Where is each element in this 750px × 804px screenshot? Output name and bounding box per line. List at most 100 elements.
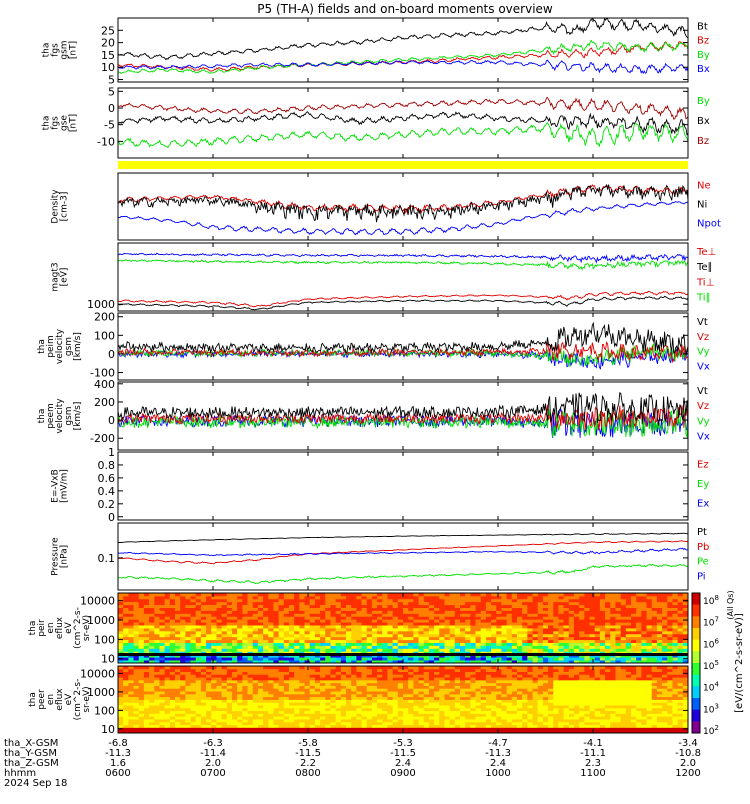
- legend-Bz: Bz: [697, 36, 709, 47]
- y-tick-label: 15: [101, 49, 115, 62]
- y-axis-label: E=-VxB[mV/m]: [51, 469, 70, 503]
- x-tick-value: 1100: [580, 768, 605, 779]
- legend-Ez: Ez: [697, 460, 709, 471]
- y-tick-label: -5: [104, 119, 115, 132]
- panel-frame: [118, 523, 688, 590]
- series-temperature-Te∥: [118, 260, 688, 270]
- series-pressure-Pi: [118, 548, 688, 555]
- legend-Bx: Bx: [697, 64, 710, 75]
- colorbar-tick: 108: [703, 594, 719, 607]
- x-tick-value: 1000: [485, 768, 510, 779]
- y-tick-label: 10: [101, 653, 115, 666]
- legend-Pi: Pi: [697, 572, 706, 583]
- y-tick-label: 0: [108, 511, 115, 524]
- y-tick-label: 1: [108, 446, 115, 459]
- svg-text:sr-eV): sr-eV): [82, 615, 92, 641]
- legend-Te⊥: Te⊥: [696, 247, 716, 258]
- colorbar-tick: 104: [703, 681, 719, 694]
- series-density-Npot: [118, 202, 688, 235]
- y-tick-label: 10: [101, 723, 115, 736]
- panel-frame: [118, 88, 688, 158]
- panel-density: Density[cm-3] Ne Ni Npot: [51, 173, 721, 240]
- colorbar-tick: 105: [703, 659, 719, 672]
- y-tick-label: 100: [94, 633, 115, 646]
- svg-text:[mV/m]: [mV/m]: [60, 469, 70, 503]
- legend-Bz: Bz: [697, 136, 709, 147]
- panel-frame: [118, 243, 688, 311]
- y-tick-label: 0: [108, 414, 115, 427]
- y-tick-label: 200: [94, 396, 115, 409]
- series-pressure-Pt: [118, 533, 688, 542]
- x-tick-value: 0700: [200, 768, 225, 779]
- svg-text:[eV]: [eV]: [60, 268, 70, 287]
- legend-By: By: [697, 96, 710, 107]
- series-pressure-Pe: [118, 565, 688, 584]
- y-tick-label: 20: [101, 37, 115, 50]
- series-density-Ni: [118, 185, 688, 223]
- x-tick-value: 0800: [295, 768, 320, 779]
- y-tick-label: 0.2: [98, 498, 116, 511]
- y-tick-label: 10: [101, 61, 115, 74]
- svg-text:[nT]: [nT]: [69, 41, 79, 59]
- legend-Bt: Bt: [697, 21, 708, 32]
- legend-Bx: Bx: [697, 116, 710, 127]
- y-axis-label: magt3[eV]: [51, 262, 70, 291]
- legend-Ne: Ne: [697, 180, 711, 191]
- y-tick-label: 0: [108, 102, 115, 115]
- low-energy-band: [118, 653, 688, 656]
- legend-Vy: Vy: [697, 347, 710, 358]
- y-tick-label: 0.8: [98, 459, 116, 472]
- colorbar-tick: 103: [703, 702, 719, 715]
- svg-text:[nPa]: [nPa]: [60, 545, 70, 568]
- legend-Ey: Ey: [697, 479, 709, 490]
- colorbar-tick: 107: [703, 616, 719, 629]
- y-tick-label: -200: [90, 432, 115, 445]
- legend-Ni: Ni: [697, 199, 707, 210]
- figure-title: P5 (TH-A) fields and on-board moments ov…: [257, 2, 553, 16]
- y-tick-label: 100: [94, 329, 115, 342]
- legend-Vt: Vt: [697, 386, 708, 397]
- y-tick-label: 400: [94, 378, 115, 391]
- legend-Ti∥: Ti∥: [696, 292, 711, 303]
- x-tick-value: 0900: [390, 768, 415, 779]
- legend-Npot: Npot: [697, 219, 721, 230]
- date-label: 2024 Sep 18: [4, 778, 67, 789]
- y-tick-label: 1000: [87, 298, 115, 311]
- legend-Pe: Pe: [697, 557, 709, 568]
- legend-Pt: Pt: [697, 527, 707, 538]
- legend-Vz: Vz: [697, 401, 709, 412]
- series-fgs-gsm-Bt: [118, 19, 688, 60]
- y-tick-label: 0: [108, 348, 115, 361]
- legend-Pb: Pb: [697, 542, 709, 553]
- y-tick-label: 0.6: [98, 472, 116, 485]
- series-fgs-gsm-Bx: [118, 60, 688, 73]
- y-tick-label: 0.1: [98, 552, 116, 565]
- legend-Vx: Vx: [697, 362, 710, 373]
- legend-Te∥: Te∥: [696, 262, 713, 273]
- series-fgs-gse-Bx: [118, 112, 688, 135]
- legend-Vx: Vx: [697, 431, 710, 442]
- svg-text:[nT]: [nT]: [69, 114, 79, 132]
- colorbar: 108107106105104103102[eV/(cm^2-s-sr-eV)]…: [692, 590, 745, 737]
- series-fgs-gse-Bz: [118, 98, 688, 120]
- y-tick-label: 25: [101, 24, 115, 37]
- y-axis-label: Density[cm-3]: [51, 189, 70, 224]
- y-tick-label: 200: [94, 311, 115, 324]
- x-tick-value: 1200: [675, 768, 700, 779]
- mode-status-bar: [118, 161, 688, 169]
- x-tick-value: 0600: [105, 768, 130, 779]
